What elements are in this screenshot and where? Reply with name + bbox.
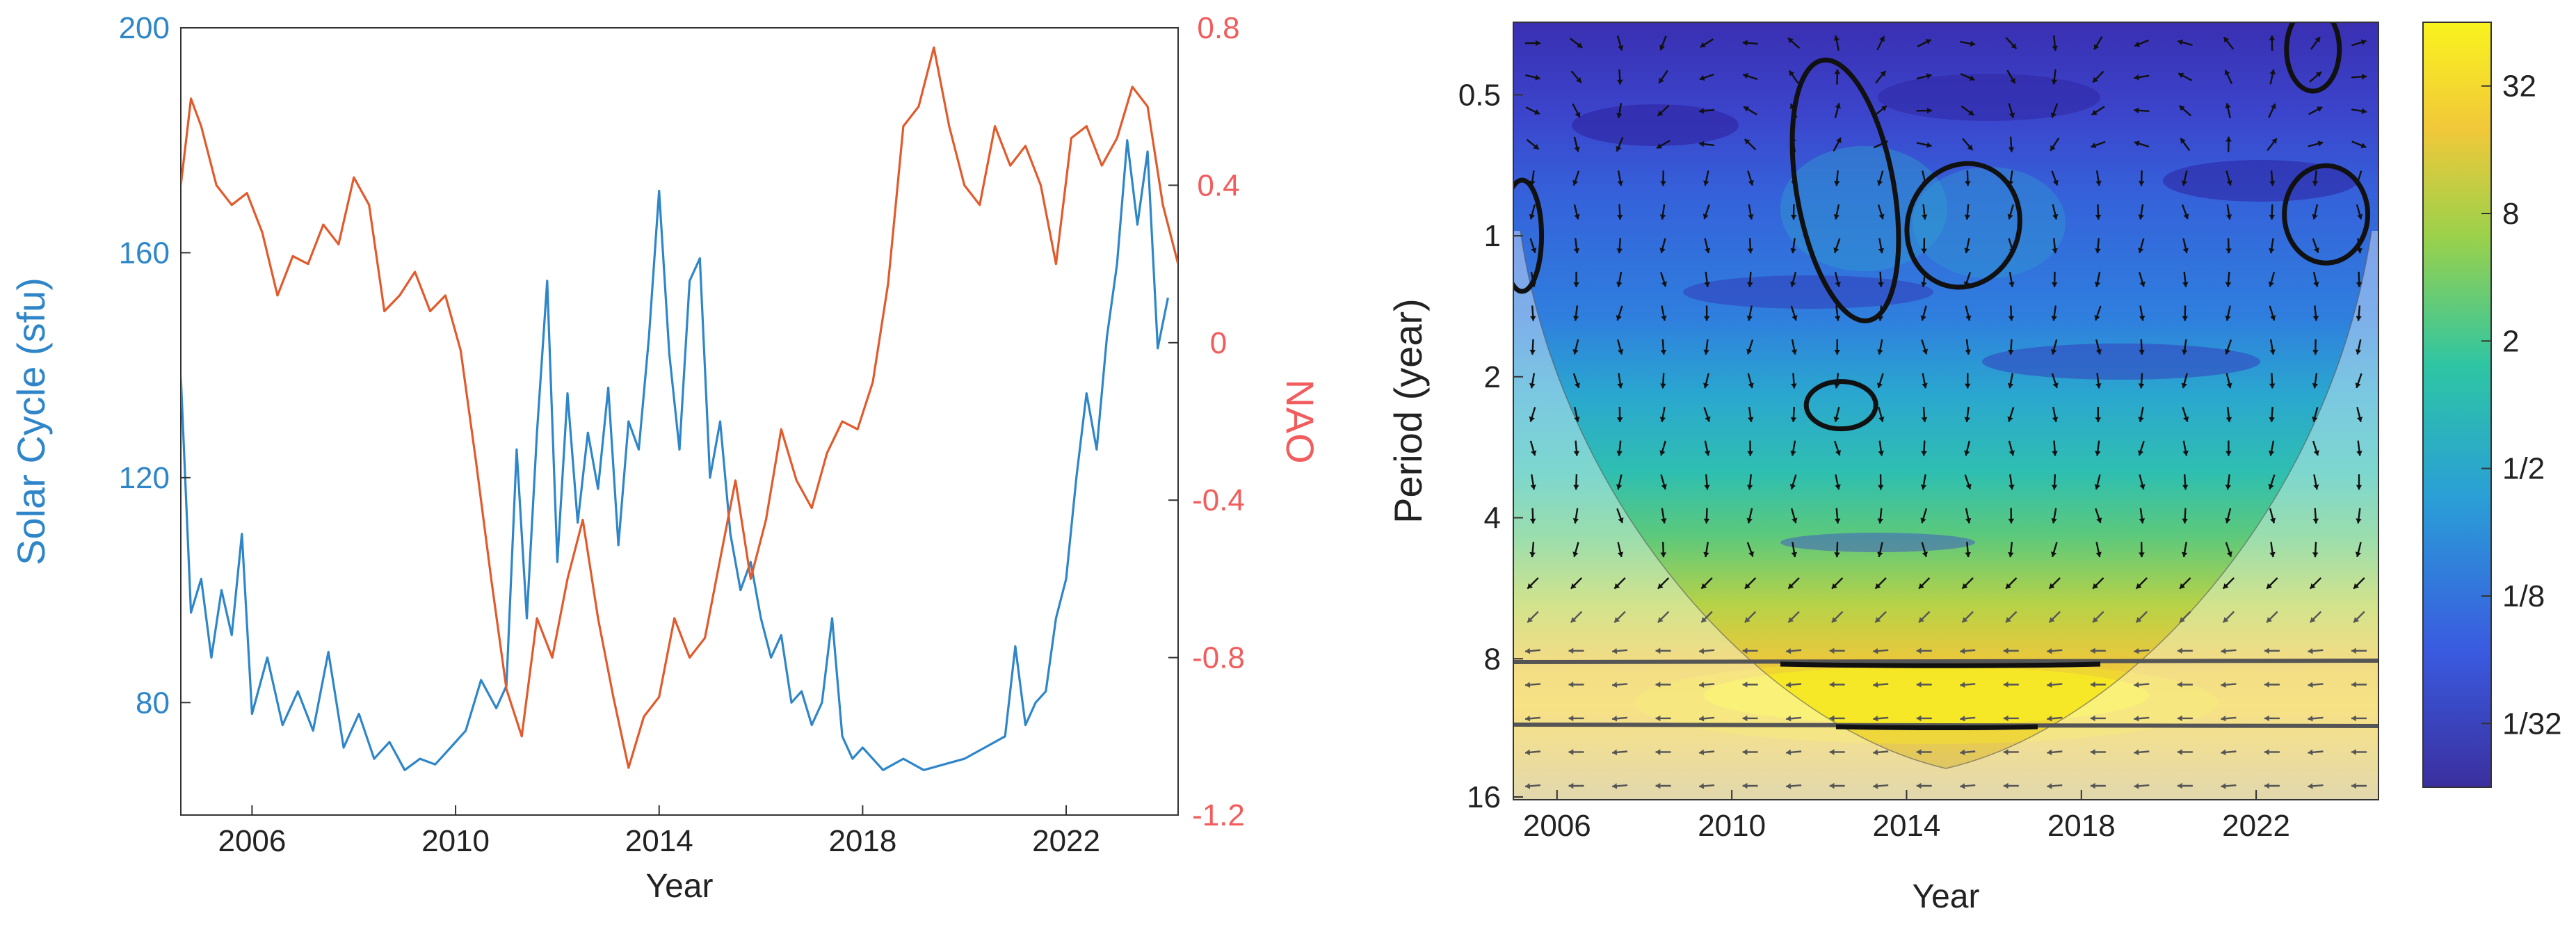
right-x-axis-label: Year [1913, 878, 1980, 915]
heatmap-patch [1982, 344, 2260, 380]
right-y-tick-label: -0.8 [1192, 641, 1245, 675]
colorbar-tick-label: 1/2 [2502, 452, 2545, 486]
colorbar-tick-label: 32 [2502, 70, 2536, 104]
wavelet-x-tick-label: 2006 [1523, 809, 1591, 843]
left-y-tick-label: 200 [119, 11, 170, 45]
colorbar-tick-label: 1/32 [2502, 707, 2562, 741]
period-tick-label: 8 [1484, 642, 1501, 676]
right-y-tick-label: 0 [1210, 326, 1227, 360]
heatmap-image [1503, 8, 2378, 800]
left-y-axis-label: Solar Cycle (sfu) [9, 277, 53, 565]
x-tick-label: 2010 [421, 824, 490, 858]
x-tick-label: 2014 [625, 824, 693, 858]
heatmap-patch [1878, 74, 2100, 121]
right-y-tick-label: -0.4 [1192, 483, 1245, 517]
heatmap-patch [1913, 167, 2066, 278]
wavelet-coherence-chart: 2006 2010 2014 2018 2022 0.5 1 2 4 8 16 Period (ye… [1386, 8, 2562, 915]
right-y-axis-label: NAO [1278, 379, 1322, 463]
band-line-significant-8 [1780, 664, 2100, 666]
period-axis-label: Period (year) [1386, 298, 1430, 524]
period-tick-label: 1 [1484, 219, 1501, 253]
right-y-tick-label: -1.2 [1192, 798, 1245, 832]
wavelet-x-tick-label: 2014 [1873, 809, 1941, 843]
left-y-tick-label: 160 [119, 236, 170, 270]
wavelet-x-tick-label: 2010 [1698, 809, 1766, 843]
right-y-tick-label: 0.8 [1197, 11, 1239, 45]
period-tick-label: 2 [1484, 360, 1501, 394]
solar-nao-line-chart: 2006 2010 2014 2018 2022 80 120 160 200 -1.2 -0.8 -… [9, 11, 1322, 905]
right-y-tick-label: 0.4 [1197, 168, 1239, 202]
left-y-tick-label: 80 [136, 686, 170, 720]
colorbar-tick-label: 8 [2502, 197, 2519, 231]
period-tick-label: 0.5 [1458, 78, 1501, 112]
wavelet-x-tick-label: 2022 [2222, 809, 2290, 843]
heatmap-patch [1780, 533, 1975, 552]
colorbar-tick-label: 2 [2502, 324, 2519, 358]
left-plot-frame [181, 28, 1178, 815]
x-tick-label: 2006 [218, 824, 286, 858]
colorbar [2423, 22, 2491, 787]
x-tick-label: 2022 [1032, 824, 1100, 858]
period-tick-label: 16 [1467, 780, 1501, 814]
left-y-tick-label: 120 [119, 461, 170, 495]
x-tick-label: 2018 [828, 824, 896, 858]
colorbar-ticks: 1/32 1/8 1/2 2 8 32 [2481, 70, 2562, 741]
colorbar-tick-label: 1/8 [2502, 579, 2545, 613]
wavelet-x-tick-label: 2018 [2047, 809, 2116, 843]
left-x-axis-label: Year [646, 868, 714, 905]
period-tick-label: 4 [1484, 501, 1501, 535]
band-line-period-8 [1513, 661, 2378, 662]
band-line-significant-12 [1836, 727, 2038, 728]
